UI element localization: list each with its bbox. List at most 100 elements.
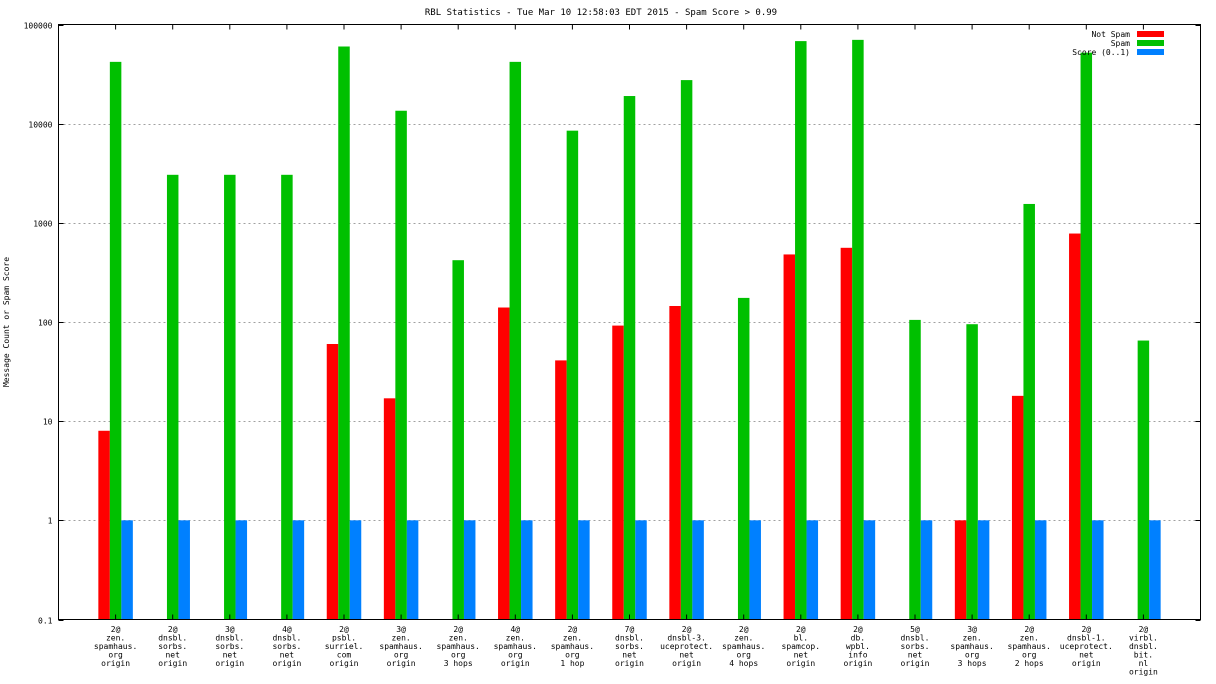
bar-spam xyxy=(795,41,807,620)
x-tick-label: 4@ zen. spamhaus. org origin xyxy=(494,625,537,668)
x-tick-label-line: 4@ xyxy=(282,625,292,634)
x-tick-label-line: zen. xyxy=(563,634,582,643)
x-tick-label-line: org xyxy=(1022,651,1037,660)
x-tick-label: 7@ dnsbl. sorbs. net origin xyxy=(615,625,644,668)
x-tick-label-line: org xyxy=(108,651,123,660)
x-tick-label-line: 3@ xyxy=(225,625,235,634)
y-tick-label: 0.1 xyxy=(38,617,53,626)
x-tick-label-line: org xyxy=(394,651,409,660)
x-tick-label-line: dnsbl. xyxy=(158,634,187,643)
x-tick-label-line: 2@ xyxy=(1024,625,1034,634)
x-tick-label-line: uceprotect. xyxy=(660,642,713,651)
x-tick-label-line: net xyxy=(679,651,694,660)
x-tick-label: 2@ zen. spamhaus. org 2 hops xyxy=(1008,625,1051,668)
bar-not-spam xyxy=(783,254,796,620)
x-tick-label-line: 2@ xyxy=(1081,625,1091,634)
x-tick-label-line: db. xyxy=(851,634,865,643)
x-tick-label-line: 2@ xyxy=(568,625,578,634)
x-tick-label-line: com xyxy=(337,651,352,660)
bar-spam xyxy=(338,46,350,620)
x-tick-label-line: origin xyxy=(901,659,930,668)
x-tick-label: 2@ zen. spamhaus. org origin xyxy=(94,625,137,668)
bar-score-0-1 xyxy=(463,520,476,620)
x-tick-label-line: origin xyxy=(330,659,359,668)
bar-not-spam xyxy=(1011,395,1024,620)
x-tick-label-line: 3 hops xyxy=(958,659,987,668)
x-tick-label-line: origin xyxy=(1129,668,1158,677)
x-tick-label-line: origin xyxy=(786,659,815,668)
x-tick-label-line: net xyxy=(1079,651,1094,660)
x-tick-label-line: spamhaus. xyxy=(722,642,765,651)
bar-spam xyxy=(1080,52,1093,620)
x-tick-label-line: surriel. xyxy=(325,642,364,651)
bar-spam xyxy=(509,61,522,620)
x-tick-label-line: zen. xyxy=(1020,634,1039,643)
x-tick-label-line: net xyxy=(908,651,923,660)
x-tick-label-line: zen. xyxy=(391,634,410,643)
bar-score-0-1 xyxy=(920,520,933,620)
legend-label: Spam xyxy=(1111,39,1130,48)
x-tick-label-line: spamhaus. xyxy=(494,642,537,651)
x-tick-label-line: net xyxy=(622,651,637,660)
x-tick-label-line: 3 hops xyxy=(444,659,473,668)
x-tick-label-line: nl xyxy=(1139,659,1149,668)
bar-score-0-1 xyxy=(406,520,419,620)
x-tick-label-line: dnsbl-3. xyxy=(667,634,706,643)
bar-not-spam xyxy=(954,520,967,620)
x-tick-label-line: 3@ xyxy=(967,625,977,634)
x-tick-label: 3@ zen. spamhaus. org origin xyxy=(379,625,422,668)
x-tick-label-line: bl. xyxy=(794,634,808,643)
x-tick-label-line: psbl. xyxy=(332,634,356,643)
legend-swatch xyxy=(1137,40,1164,46)
x-tick-label-line: zen. xyxy=(106,634,125,643)
x-tick-label-line: 2@ xyxy=(682,625,692,634)
x-tick-label: 3@ dnsbl. sorbs. net origin xyxy=(215,625,244,668)
x-tick-label-line: spamhaus. xyxy=(379,642,422,651)
x-tick-label-line: origin xyxy=(672,659,701,668)
y-tick-label: 1000 xyxy=(33,220,52,229)
x-tick-label-line: 2@ xyxy=(796,625,806,634)
bars xyxy=(98,39,1161,620)
x-tick-label-line: 4 hops xyxy=(729,659,758,668)
legend-swatch xyxy=(1137,31,1164,37)
bar-spam xyxy=(623,96,636,620)
x-tick-label-line: 4@ xyxy=(510,625,520,634)
bar-score-0-1 xyxy=(349,520,362,620)
x-tick-label-line: sorbs. xyxy=(615,642,644,651)
x-tick-label-line: zen. xyxy=(734,634,753,643)
x-tick-label-line: spamhaus. xyxy=(950,642,993,651)
x-tick-label-line: spamhaus. xyxy=(437,642,480,651)
legend-swatch xyxy=(1137,49,1164,55)
x-tick-label: 2@ db. wpbl. info origin xyxy=(843,625,872,668)
x-tick-label-line: spamhaus. xyxy=(1008,642,1051,651)
x-tick-label-line: zen. xyxy=(962,634,981,643)
x-tick-label-line: org xyxy=(451,651,466,660)
x-tick-label-line: spamcop. xyxy=(782,642,821,651)
x-tick-label: 2@ virbl. dnsbl. bit. nl origin xyxy=(1129,625,1158,677)
bar-score-0-1 xyxy=(121,520,133,620)
bar-spam xyxy=(395,110,407,620)
x-tick-label: 3@ zen. spamhaus. org 3 hops xyxy=(950,625,993,668)
y-tick-label: 100 xyxy=(38,319,53,328)
bar-spam xyxy=(452,260,464,620)
bar-score-0-1 xyxy=(635,520,647,620)
bar-score-0-1 xyxy=(292,520,305,620)
bar-score-0-1 xyxy=(1149,520,1161,620)
x-tick-label-line: 2@ xyxy=(339,625,349,634)
x-tick-label-line: origin xyxy=(215,659,244,668)
x-tick-label-line: origin xyxy=(101,659,130,668)
bar-score-0-1 xyxy=(806,520,819,620)
x-tick-label-line: zen. xyxy=(449,634,468,643)
x-tick-label-line: 7@ xyxy=(625,625,635,634)
x-tick-label-line: org xyxy=(736,651,751,660)
x-tick-label-line: origin xyxy=(387,659,416,668)
x-tick-label-line: origin xyxy=(501,659,530,668)
x-tick-label: 2@ dnsbl. sorbs. net origin xyxy=(158,625,187,668)
bar-not-spam xyxy=(840,247,853,620)
x-tick-label-line: dnsbl. xyxy=(1129,642,1158,651)
bar-spam xyxy=(1137,340,1150,620)
x-tick-label: 4@ dnsbl. sorbs. net origin xyxy=(272,625,301,668)
x-tick-label-line: net xyxy=(165,651,180,660)
x-tick-label-line: sorbs. xyxy=(158,642,187,651)
